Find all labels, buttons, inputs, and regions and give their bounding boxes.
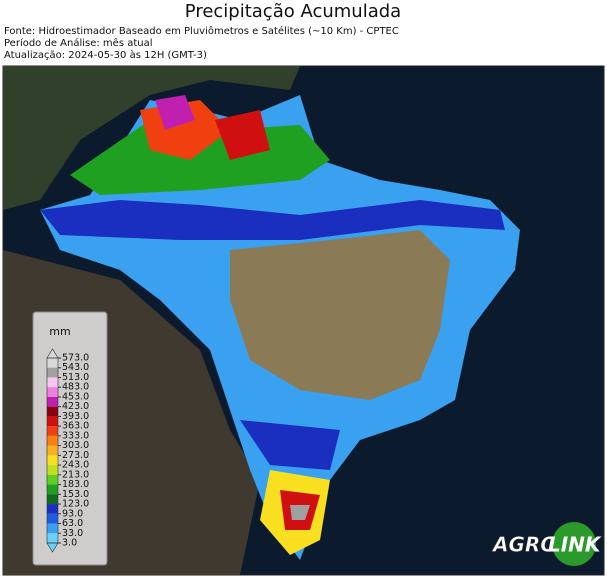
colorbar-band [47,523,58,534]
source-line: Fonte: Hidroestimador Baseado em Pluviôm… [4,25,399,37]
colorbar-tick-label: 153.0 [62,489,89,500]
colorbar-band [47,367,58,378]
colorbar-band [47,465,58,475]
period-line: Período de Análise: mês atual [4,37,153,49]
colorbar-tick-label: 303.0 [62,440,89,451]
colorbar-band [47,504,58,514]
logo: AGRO LINK [491,522,602,566]
colorbar-band [47,533,58,543]
colorbar-tick-label: 333.0 [62,430,89,441]
colorbar-band [47,416,58,427]
colorbar-band [47,396,58,407]
colorbar-band [47,387,58,397]
colorbar-tick-label: 3.0 [62,538,77,549]
update-line: Atualização: 2024-05-30 às 12H (GMT-3) [4,49,207,61]
colorbar-band [47,513,58,524]
colorbar-band [47,474,58,485]
colorbar-band [47,494,58,505]
title: Precipitação Acumulada [185,1,401,22]
logo-text: AGRO [491,533,557,557]
logo-circle [552,522,596,566]
colorbar-tick-label: 183.0 [62,479,89,490]
colorbar-band [47,445,58,456]
colorbar-band [47,358,58,368]
colorbar-band [47,377,58,388]
colorbar-tick-label: 63.0 [62,518,83,529]
colorbar-frame [46,357,59,544]
colorbar-tick-label: 513.0 [62,372,89,383]
colorbar-tick-label: 393.0 [62,411,89,422]
colorbar-tick-label: 33.0 [62,528,83,539]
colorbar-band [47,406,58,417]
colorbar-band [47,426,58,436]
colorbar-tick-label: 123.0 [62,499,89,510]
colorbar-tick-label: 363.0 [62,421,89,432]
colorbar-tick-label: 213.0 [62,469,89,480]
colorbar-tick-label: 243.0 [62,460,89,471]
colorbar-tick-label: 93.0 [62,508,83,519]
logo-text: LINK [548,533,602,557]
legend-unit: mm [49,325,70,338]
colorbar-tick-label: 543.0 [62,362,89,373]
colorbar-band [47,455,58,466]
colorbar-tick-label: 483.0 [62,382,89,393]
colorbar-tick-label: 423.0 [62,401,89,412]
colorbar-band [47,484,58,495]
colorbar-tick-label: 453.0 [62,391,89,402]
colorbar-band [47,435,58,446]
colorbar-tick-label: 573.0 [62,353,89,364]
colorbar-tick-label: 273.0 [62,450,89,461]
